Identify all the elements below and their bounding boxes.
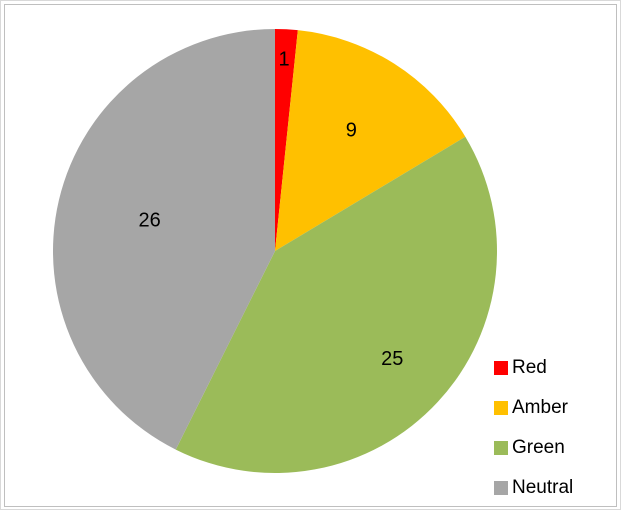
legend: Red Amber Green Neutral	[494, 357, 573, 498]
legend-label-green: Green	[512, 437, 565, 458]
legend-swatch-red	[494, 361, 508, 375]
legend-swatch-green	[494, 441, 508, 455]
legend-swatch-amber	[494, 401, 508, 415]
pie-slice-neutral	[52, 29, 275, 450]
data-label-amber: 9	[346, 119, 357, 141]
data-label-red: 1	[278, 48, 289, 70]
plot-border	[4, 4, 617, 507]
legend-label-red: Red	[512, 357, 547, 378]
pie-slice-amber	[275, 30, 466, 251]
pie-slices	[52, 29, 497, 474]
pie-slice-green	[175, 136, 497, 474]
legend-swatch-neutral	[494, 481, 508, 495]
data-label-neutral: 26	[139, 210, 161, 232]
pie-slice-red	[275, 29, 298, 251]
pie-data-labels: 1 9 25 26	[139, 48, 404, 370]
legend-label-amber: Amber	[512, 397, 569, 418]
legend-label-neutral: Neutral	[512, 477, 573, 498]
data-label-green: 25	[381, 348, 403, 370]
